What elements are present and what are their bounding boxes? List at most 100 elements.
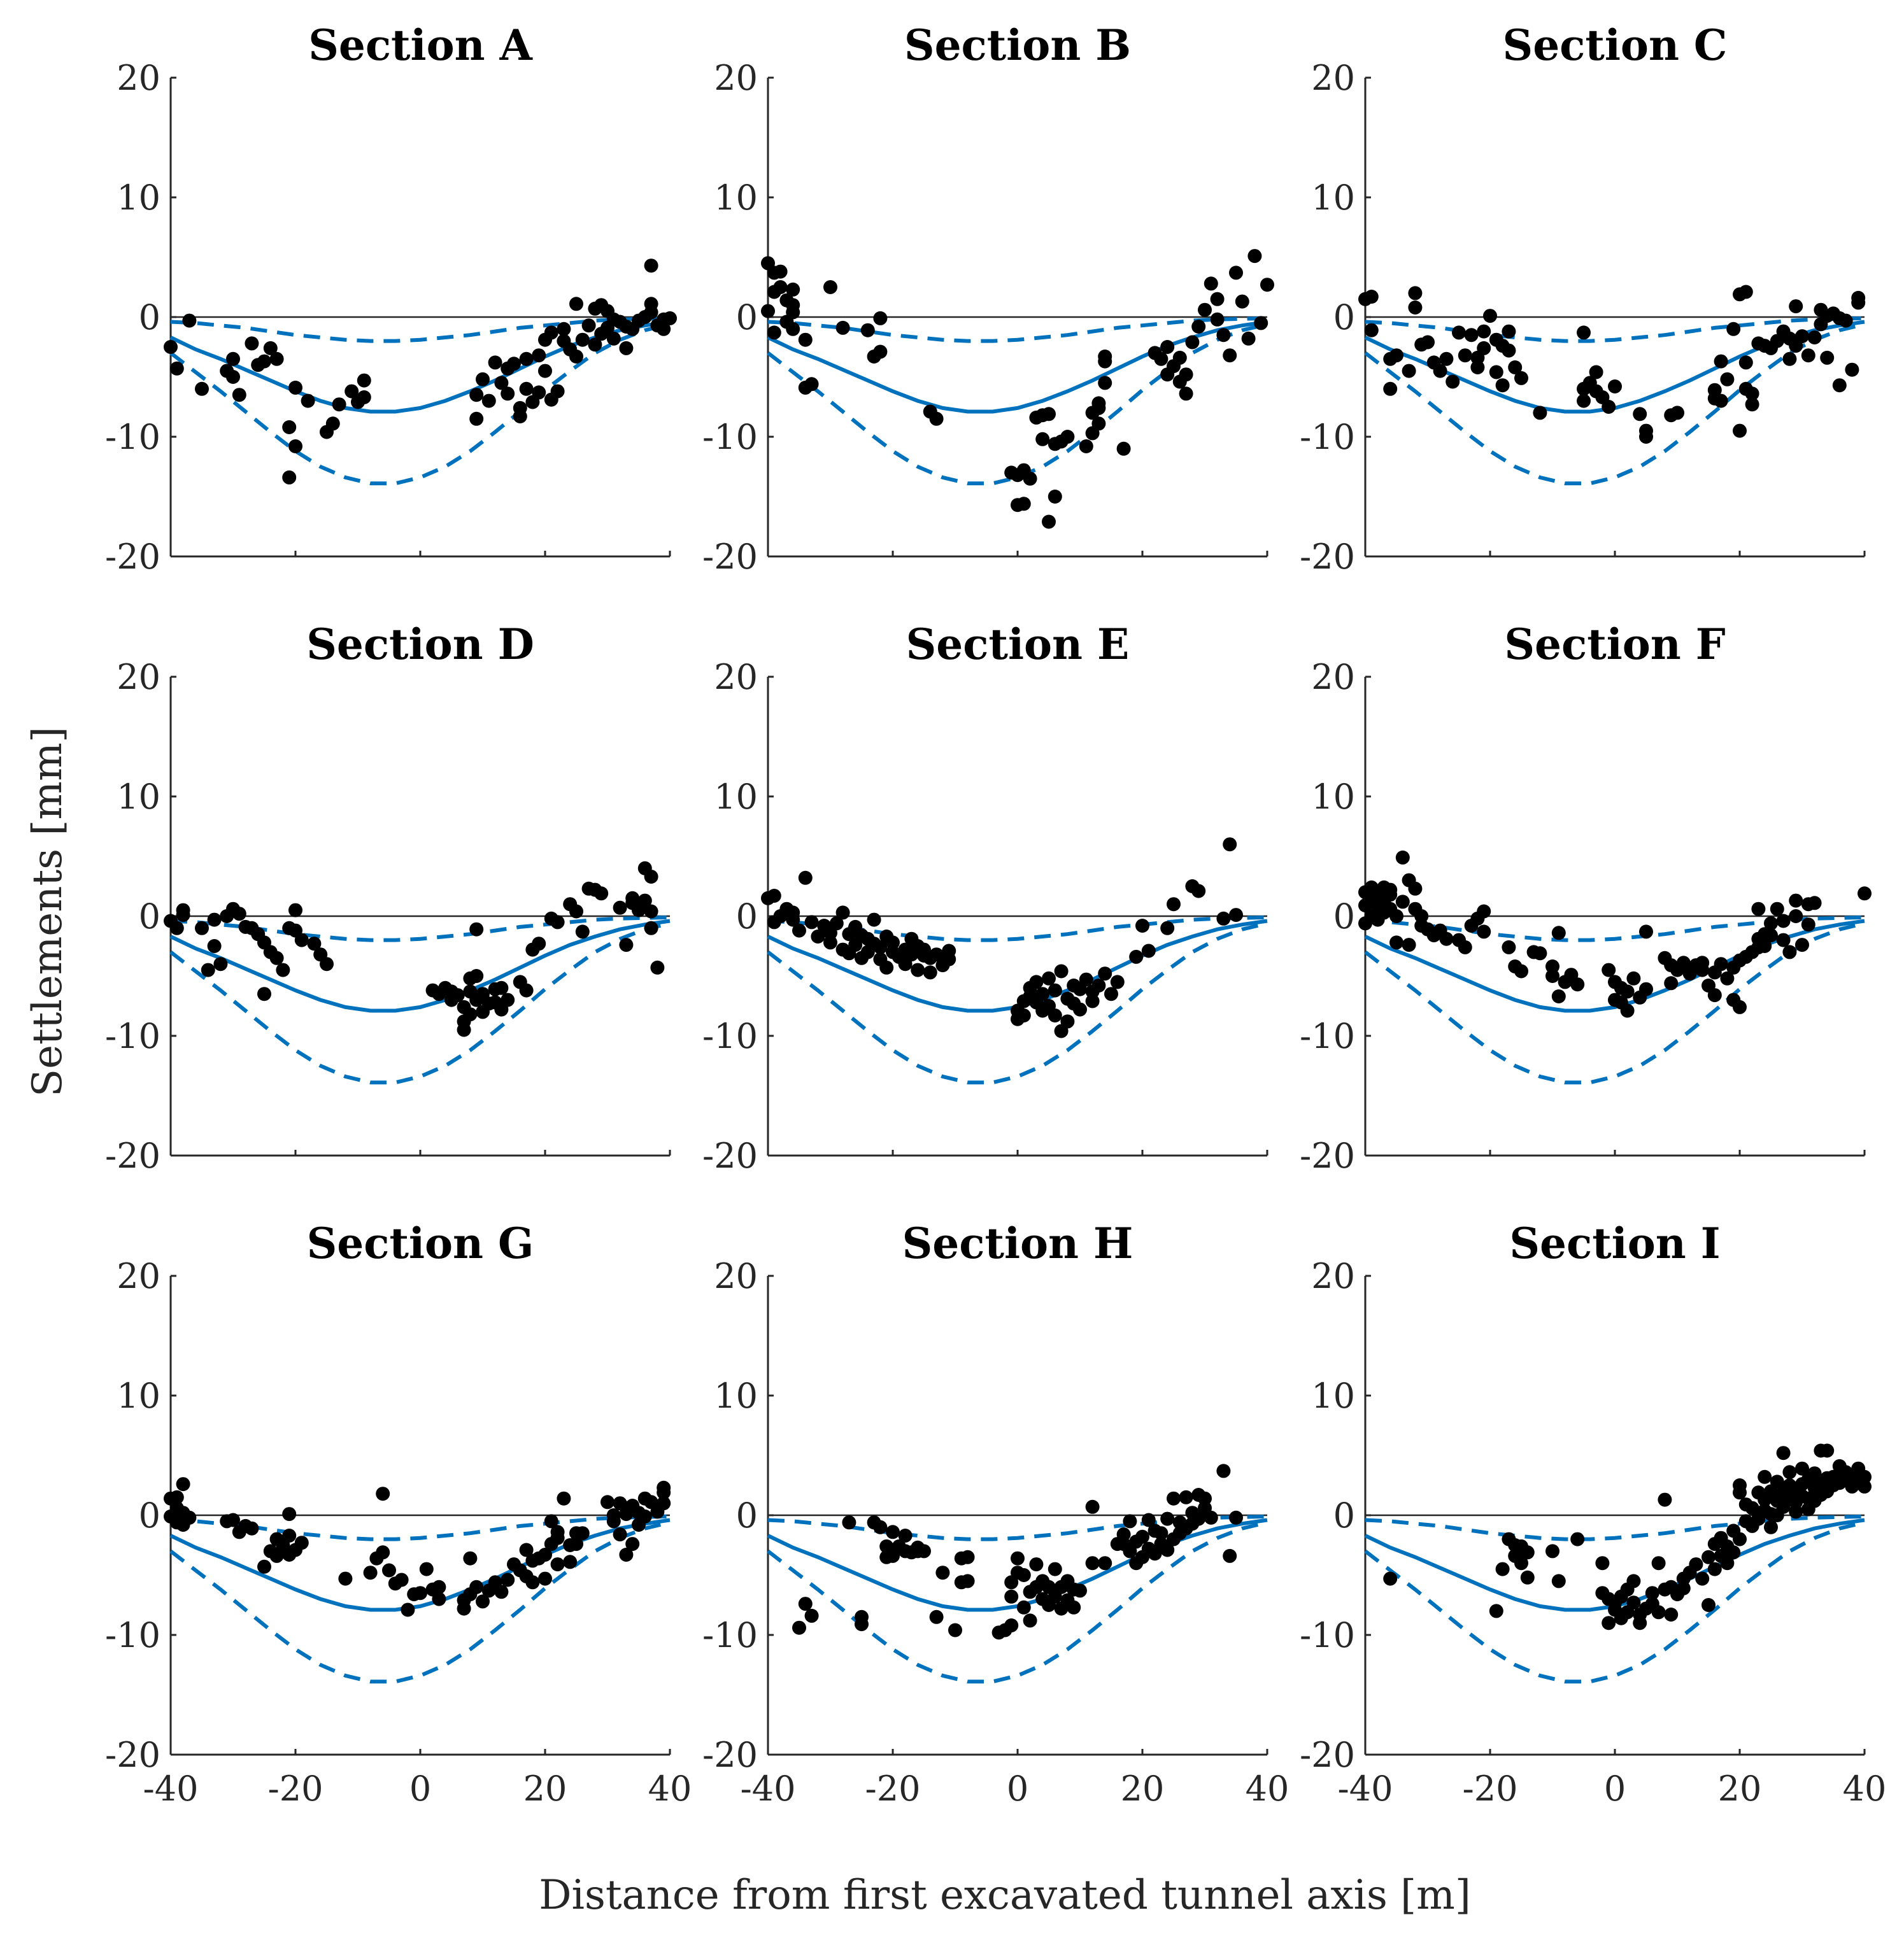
data-point (557, 322, 571, 336)
data-point (463, 1551, 478, 1566)
data-point (1085, 1499, 1100, 1514)
lower-bound-curve (169, 322, 671, 486)
x-tick-label: -40 (1338, 1769, 1393, 1809)
data-point (804, 377, 819, 392)
y-tick-label: 20 (714, 1256, 758, 1296)
data-point (1104, 987, 1118, 1001)
data-point (786, 322, 800, 336)
data-point (501, 1573, 515, 1587)
data-point (282, 470, 297, 484)
data-point (538, 364, 552, 378)
data-point (245, 336, 259, 351)
data-point (606, 1514, 621, 1529)
data-point (532, 937, 546, 951)
y-tick-label: 10 (1311, 777, 1355, 817)
data-point (1091, 416, 1106, 431)
panel-title: Section D (306, 619, 534, 669)
data-point (1458, 940, 1472, 954)
data-point (257, 987, 271, 1001)
y-tick-label: 0 (736, 1496, 758, 1536)
data-point (798, 870, 813, 885)
data-point (182, 1510, 197, 1525)
data-point (176, 1477, 190, 1492)
y-tick-label: 20 (117, 657, 160, 697)
data-point (911, 963, 925, 977)
data-point (1733, 1532, 1747, 1546)
data-point (450, 988, 465, 1003)
lower-bound-curve (1364, 921, 1865, 1085)
data-point (164, 340, 178, 354)
data-point (1079, 439, 1093, 453)
data-point (1570, 1532, 1585, 1546)
data-point (1191, 884, 1206, 898)
data-point (1421, 335, 1435, 350)
data-point (1502, 343, 1516, 358)
panel-section-b: Section B -20 -10 0 10 20 (702, 20, 1274, 577)
data-point (1098, 966, 1112, 981)
data-point (613, 900, 627, 915)
data-point (873, 311, 888, 325)
data-point (376, 1487, 390, 1501)
data-point (294, 933, 309, 947)
x-tick-label: 20 (1121, 1769, 1165, 1809)
data-point (1620, 984, 1635, 999)
data-point (320, 957, 334, 972)
data-point (1689, 1557, 1703, 1572)
data-point (207, 939, 222, 953)
data-point (569, 350, 583, 364)
data-point (1626, 1595, 1641, 1610)
y-tick-label: -20 (1300, 1136, 1355, 1176)
data-point (1733, 423, 1747, 438)
data-point (1714, 354, 1728, 369)
data-point (619, 341, 634, 355)
data-point (1664, 1608, 1679, 1622)
data-point (1160, 1543, 1175, 1557)
y-tick-label: 10 (714, 777, 758, 817)
data-point (345, 384, 359, 399)
data-point (1758, 1469, 1772, 1484)
y-tick-label: -10 (105, 1615, 160, 1655)
data-point (1551, 989, 1566, 1003)
data-point (538, 1548, 552, 1562)
y-tick-label: -20 (105, 1136, 160, 1176)
x-tick-label: -40 (143, 1769, 199, 1809)
data-point (823, 280, 837, 294)
data-point (644, 297, 658, 311)
data-point (1364, 323, 1379, 337)
panel-section-d: Section D -20 -10 0 10 20 (105, 619, 671, 1176)
data-point (1726, 322, 1741, 336)
panel-title: Section C (1503, 20, 1728, 70)
data-point (1477, 904, 1491, 919)
data-point (1135, 1529, 1149, 1544)
data-point (1577, 325, 1591, 340)
data-point (1054, 964, 1069, 979)
panel-section-e: Section E -20 -10 0 10 20 (702, 619, 1268, 1176)
data-point (960, 1574, 975, 1588)
data-point (1216, 1464, 1231, 1478)
data-point (469, 1580, 484, 1594)
data-point (494, 980, 509, 995)
data-point (401, 1602, 415, 1617)
lower-bound-curve (169, 921, 671, 1085)
data-points (164, 258, 677, 484)
data-point (1520, 1545, 1535, 1560)
data-point (332, 397, 346, 412)
data-point (600, 1495, 615, 1510)
data-point (1389, 348, 1403, 363)
data-point (867, 912, 881, 927)
y-tick-label: 20 (117, 1256, 160, 1296)
data-point (1116, 1527, 1131, 1542)
data-point (1738, 285, 1753, 299)
panel-title: Section B (904, 20, 1131, 70)
data-point (657, 322, 671, 336)
upper-bound-curve (767, 316, 1268, 343)
data-point (835, 905, 850, 920)
data-point (1260, 278, 1274, 292)
data-point (519, 1543, 534, 1557)
panel-section-a: Section A -20 -10 0 10 20 (105, 20, 677, 577)
data-point (1477, 324, 1491, 339)
data-point (169, 1490, 184, 1504)
y-tick-label: 20 (714, 657, 758, 697)
